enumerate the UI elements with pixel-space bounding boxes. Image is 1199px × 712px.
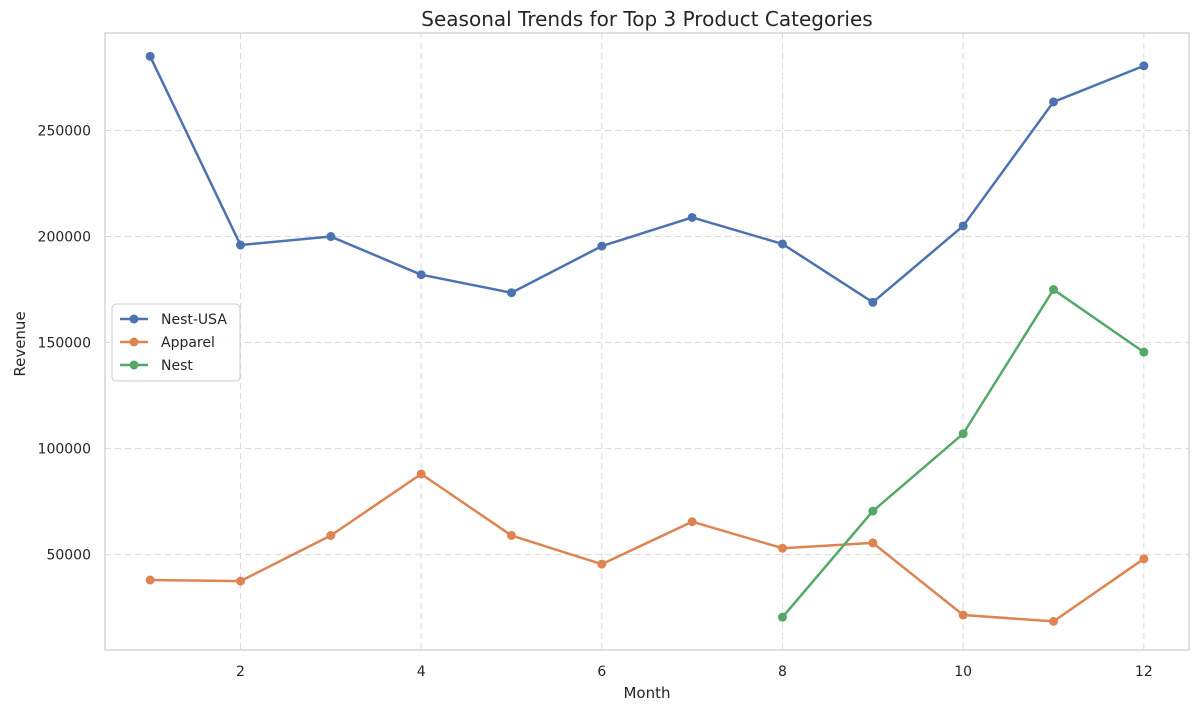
data-point-apparel xyxy=(1139,554,1149,564)
y-tick-label: 50000 xyxy=(46,548,91,564)
data-point-apparel xyxy=(236,576,245,586)
data-point-apparel xyxy=(778,543,787,553)
chart-title: Seasonal Trends for Top 3 Product Catego… xyxy=(421,7,872,31)
y-tick-label: 150000 xyxy=(38,336,91,352)
data-point-nest-usa xyxy=(145,51,155,61)
data-point-nest-usa xyxy=(778,239,787,249)
data-point-nest-usa xyxy=(236,240,245,250)
x-tick-label: 8 xyxy=(778,664,787,680)
legend-label: Apparel xyxy=(161,335,215,351)
data-point-apparel xyxy=(1049,616,1058,626)
series-line-apparel xyxy=(150,472,1145,623)
legend-marker xyxy=(129,360,139,370)
series-apparel xyxy=(145,469,1149,626)
data-point-nest-usa xyxy=(326,232,336,242)
legend-item-nest: Nest xyxy=(120,358,193,374)
x-tick-label: 4 xyxy=(417,664,426,680)
series-group xyxy=(145,51,1149,626)
data-point-apparel xyxy=(597,559,607,569)
data-point-apparel xyxy=(145,575,155,585)
data-point-nest xyxy=(1139,347,1149,357)
x-tick-label: 2 xyxy=(236,664,245,680)
tick-labels: 2 4 6 8 10 12 50000 100000 150000 200000 250000 xyxy=(38,124,1153,680)
data-point-nest-usa xyxy=(1049,97,1058,107)
data-point-apparel xyxy=(326,531,336,541)
y-tick-label: 100000 xyxy=(38,442,91,458)
data-point-nest-usa xyxy=(1139,61,1149,71)
series-line-nest-usa xyxy=(149,55,1145,304)
legend-label: Nest-USA xyxy=(161,312,227,328)
x-axis-label: Month xyxy=(623,684,670,702)
data-point-nest-usa xyxy=(868,297,878,307)
legend-label: Nest xyxy=(161,358,193,374)
data-point-apparel xyxy=(416,469,426,479)
legend: Nest-USA Apparel Nest xyxy=(111,303,241,382)
data-point-apparel xyxy=(507,531,516,541)
y-tick-label: 200000 xyxy=(38,230,91,246)
y-axis-label: Revenue xyxy=(11,311,29,376)
legend-item-nest-usa: Nest-USA xyxy=(120,312,227,328)
data-point-nest-usa xyxy=(958,221,968,231)
data-point-apparel xyxy=(958,610,968,620)
series-nest-usa xyxy=(145,51,1149,307)
data-point-nest-usa xyxy=(416,270,426,280)
legend-marker xyxy=(129,337,139,347)
y-tick-label: 250000 xyxy=(38,124,91,140)
series-nest xyxy=(778,285,1149,622)
data-point-apparel xyxy=(687,517,697,527)
legend-box xyxy=(111,303,241,382)
legend-marker xyxy=(129,314,139,324)
legend-item-apparel: Apparel xyxy=(120,335,215,351)
data-point-nest xyxy=(868,506,878,516)
x-tick-label: 12 xyxy=(1135,664,1153,680)
data-point-nest xyxy=(958,429,968,439)
data-point-nest-usa xyxy=(597,241,607,251)
data-point-nest xyxy=(778,612,787,622)
data-point-apparel xyxy=(868,538,878,548)
data-point-nest xyxy=(1049,285,1058,295)
data-point-nest-usa xyxy=(687,212,697,222)
plot-frame xyxy=(104,32,1190,651)
x-tick-label: 10 xyxy=(954,664,972,680)
x-tick-label: 6 xyxy=(597,664,606,680)
data-point-nest-usa xyxy=(507,288,516,298)
